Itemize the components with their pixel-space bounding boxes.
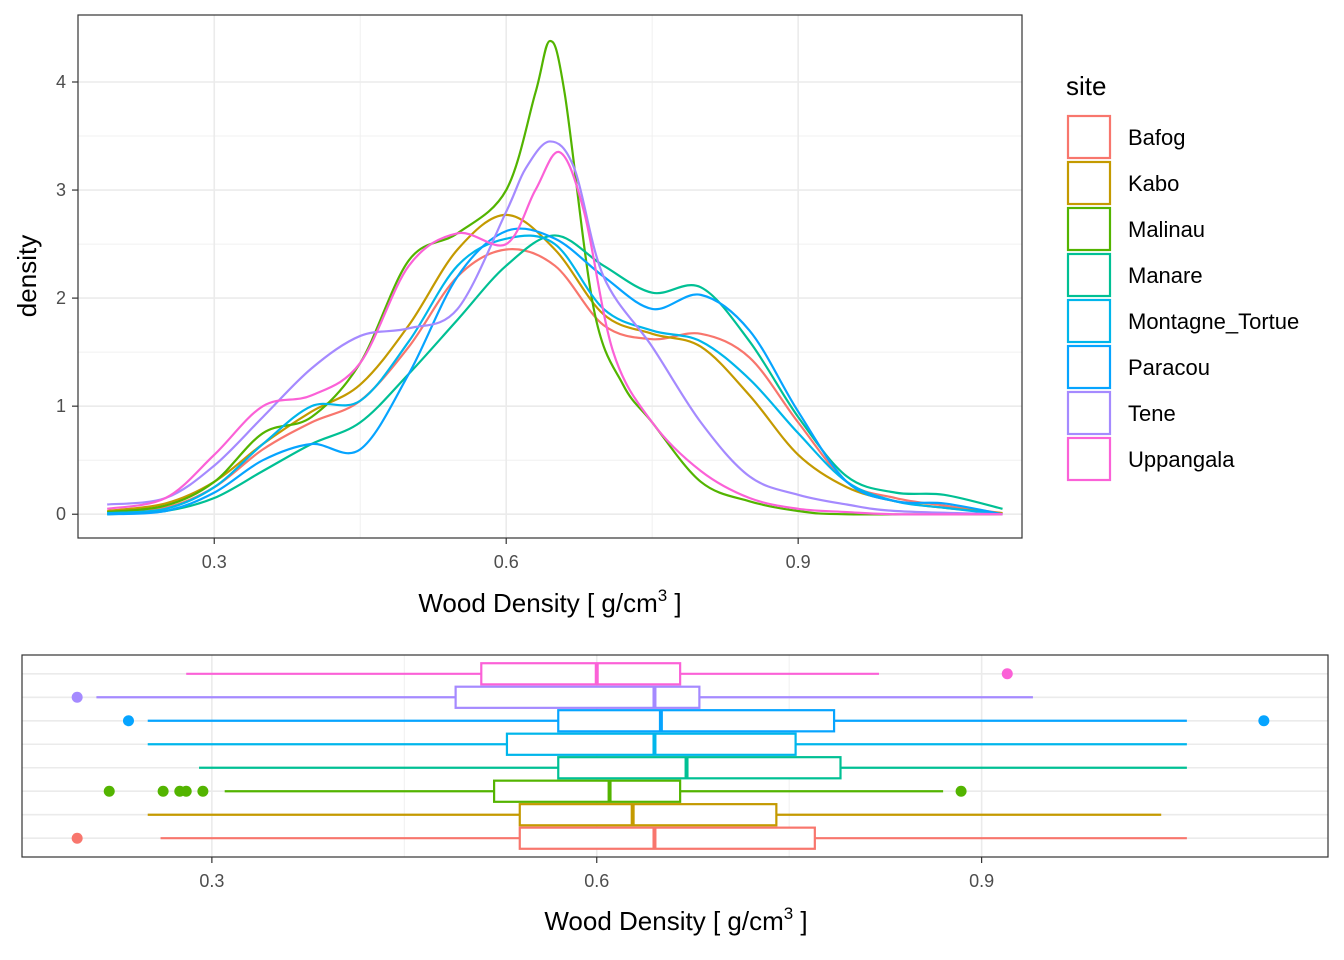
- density-y-axis-title: density: [12, 235, 42, 317]
- boxplot-montagne-tortue: [147, 732, 1187, 756]
- density-line-manare: [107, 234, 1003, 516]
- boxplot-panel: 0.3 0.6 0.9 Wood Density [ g/cm3 ]: [21, 654, 1329, 936]
- legend: site Bafog Kabo Malinau Manare Montagne_Tort…: [1066, 71, 1299, 482]
- boxplot-uppangala: [186, 662, 1013, 686]
- boxplot-x-axis-title-suffix: ]: [793, 906, 807, 936]
- boxplot-x-axis-title-superscript: 3: [784, 904, 793, 923]
- boxplot-tene: [71, 685, 1033, 709]
- density-line-tene: [107, 140, 1003, 516]
- legend-item-montagne-tortue: Montagne_Tortue: [1066, 298, 1299, 344]
- legend-label-tene: Tene: [1128, 401, 1176, 426]
- density-x-tick-label: 0.3: [202, 552, 227, 572]
- outlier-point: [71, 832, 83, 844]
- density-panel-border: [77, 14, 1023, 539]
- outlier-point: [1001, 668, 1013, 680]
- density-y-tick-label: 2: [56, 288, 66, 308]
- boxplot-malinau: [103, 779, 967, 803]
- legend-item-paracou: Paracou: [1066, 344, 1210, 390]
- density-x-axis-title-main: Wood Density [ g/cm: [418, 588, 657, 618]
- legend-label-bafog: Bafog: [1128, 125, 1186, 150]
- density-y-tick-label: 1: [56, 396, 66, 416]
- legend-label-kabo: Kabo: [1128, 171, 1179, 196]
- box: [518, 826, 816, 850]
- legend-item-kabo: Kabo: [1066, 160, 1179, 206]
- boxplot-x-axis-title: Wood Density [ g/cm3 ]: [544, 904, 807, 936]
- outlier-point: [71, 691, 83, 703]
- density-axes: 0.3 0.6 0.9 0 1 2 3 4: [56, 72, 811, 572]
- box: [557, 756, 842, 780]
- density-x-axis-title: Wood Density [ g/cm3 ]: [418, 586, 681, 618]
- legend-item-malinau: Malinau: [1066, 206, 1205, 252]
- box: [518, 803, 778, 827]
- legend-key-kabo: [1066, 160, 1112, 206]
- density-x-tick-label: 0.6: [494, 552, 519, 572]
- legend-key-manare: [1066, 252, 1112, 298]
- legend-item-tene: Tene: [1066, 390, 1176, 436]
- legend-key-tene: [1066, 390, 1112, 436]
- boxplot-x-tick-label: 0.6: [584, 871, 609, 891]
- outlier-point: [1258, 715, 1270, 727]
- density-plot-background: [78, 15, 1022, 538]
- boxplot-x-tick-label: 0.9: [969, 871, 994, 891]
- legend-label-montagne-tortue: Montagne_Tortue: [1128, 309, 1299, 334]
- legend-key-paracou: [1066, 344, 1112, 390]
- box: [480, 662, 682, 686]
- density-x-axis-title-suffix: ]: [667, 588, 681, 618]
- density-line-uppangala: [107, 151, 1003, 516]
- density-y-tick-label: 0: [56, 504, 66, 524]
- legend-item-bafog: Bafog: [1066, 114, 1186, 160]
- legend-key-malinau: [1066, 206, 1112, 252]
- outlier-point: [955, 785, 967, 797]
- legend-label-malinau: Malinau: [1128, 217, 1205, 242]
- legend-label-manare: Manare: [1128, 263, 1203, 288]
- density-panel: 0.3 0.6 0.9 0 1 2 3 4 density Wood Density [ g/…: [12, 14, 1023, 618]
- boxplot-panel-border: [21, 654, 1329, 858]
- box: [493, 779, 682, 803]
- density-x-tick-label: 0.9: [786, 552, 811, 572]
- boxplot-boxes: [71, 662, 1270, 850]
- density-y-tick-label: 4: [56, 72, 66, 92]
- outlier-point: [180, 785, 192, 797]
- density-line-paracou: [107, 227, 1003, 516]
- legend-key-bafog: [1066, 114, 1112, 160]
- density-line-malinau: [107, 39, 1003, 516]
- legend-label-paracou: Paracou: [1128, 355, 1210, 380]
- boxplot-bafog: [71, 826, 1187, 850]
- density-series-group: [107, 39, 1003, 516]
- boxplot-axes: 0.3 0.6 0.9: [199, 857, 994, 891]
- legend-item-manare: Manare: [1066, 252, 1203, 298]
- outlier-point: [103, 785, 115, 797]
- outlier-point: [197, 785, 209, 797]
- legend-key-uppangala: [1066, 436, 1112, 482]
- outlier-point: [157, 785, 169, 797]
- legend-label-uppangala: Uppangala: [1128, 447, 1235, 472]
- box: [505, 732, 797, 756]
- legend-title: site: [1066, 71, 1106, 101]
- box: [454, 685, 701, 709]
- boxplot-x-axis-title-main: Wood Density [ g/cm: [544, 906, 783, 936]
- density-y-tick-label: 3: [56, 180, 66, 200]
- boxplot-manare: [199, 756, 1187, 780]
- box: [557, 709, 836, 733]
- legend-keys: Bafog Kabo Malinau Manare Montagne_Tortue Par…: [1066, 114, 1299, 482]
- boxplot-paracou: [122, 709, 1270, 733]
- density-x-axis-title-superscript: 3: [658, 586, 667, 605]
- legend-item-uppangala: Uppangala: [1066, 436, 1235, 482]
- outlier-point: [122, 715, 134, 727]
- boxplot-x-tick-label: 0.3: [199, 871, 224, 891]
- boxplot-kabo: [147, 803, 1162, 827]
- legend-key-montagne-tortue: [1066, 298, 1112, 344]
